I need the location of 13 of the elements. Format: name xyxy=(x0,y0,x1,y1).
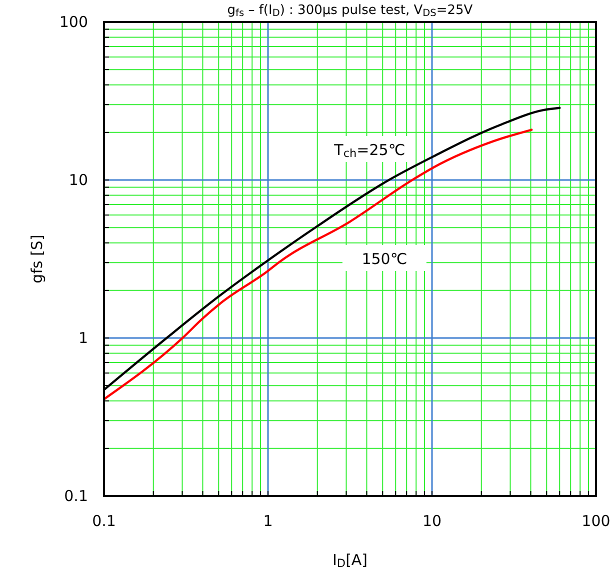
chart-title: g$_{fs}$ – f(I$_{D}$) : 300μs pulse test, V$_{DS}$=25V xyxy=(227,3,473,19)
y-tick-label: 1 xyxy=(78,329,88,347)
x-tick-label: 0.1 xyxy=(92,512,116,530)
x-tick-label: 1 xyxy=(263,512,273,530)
x-axis-title: I$_{D}$[A] xyxy=(332,551,368,570)
x-tick-label: 10 xyxy=(422,512,442,530)
series-label: T$_{ch}$=25℃ xyxy=(333,140,406,160)
text: 150℃ xyxy=(362,250,408,268)
x-tick-label: 100 xyxy=(582,512,610,530)
y-axis-title: gfs [S] xyxy=(28,234,46,284)
y-tick-label: 100 xyxy=(59,13,88,31)
y-tick-label: 0.1 xyxy=(64,487,88,505)
y-tick-label: 10 xyxy=(68,171,88,189)
